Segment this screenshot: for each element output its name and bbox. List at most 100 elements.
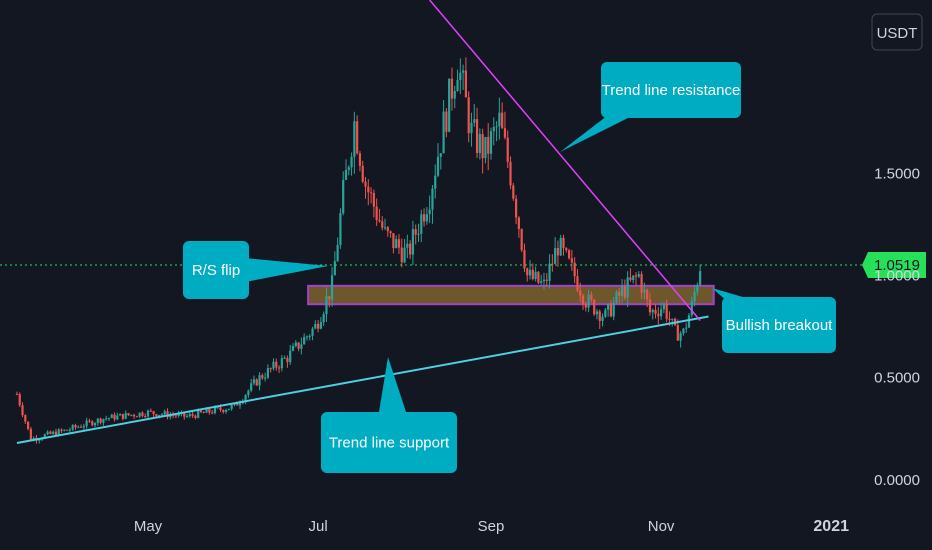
candle-body [459,72,462,81]
candle-body [512,185,515,199]
candle-body [392,233,395,249]
candle-body [634,275,638,277]
candle-body [49,431,52,434]
callout-bullish-breakout-box [722,297,836,353]
candle-body [531,269,534,279]
candle-body [91,421,94,426]
candle-body [38,439,41,441]
callout-bullish-breakout: Bullish breakout [712,288,836,353]
y-tick-label: 0.0000 [874,472,920,489]
candle-body [336,244,339,262]
candle-body [548,263,551,281]
currency-badge[interactable]: USDT [871,13,923,51]
candle-body [230,404,233,409]
candle-body [542,279,546,282]
candle-body [632,275,635,280]
candle-body [130,414,133,416]
candle-body [93,423,97,426]
candle-body [534,271,537,279]
candle-body [303,337,306,345]
candle-body [300,344,303,349]
trend-line-support [16,315,709,445]
candle-body [160,414,164,416]
candle-body [15,394,19,396]
candle-body [236,403,239,406]
candle-body [651,309,654,313]
y-tick-label: 1.0000 [874,268,920,285]
candle-body [464,70,468,98]
candle-body [556,248,560,256]
candle-body [696,284,699,292]
candle-body [662,303,665,310]
callout-trend-support: Trend line support [321,357,457,473]
candle-body [255,379,258,386]
candle-body [425,214,428,222]
candle-body [185,416,189,418]
candle-body [350,156,353,168]
candle-body [657,313,660,317]
candle-body [211,412,214,414]
currency-label: USDT [877,25,918,42]
rs-zone-layer [307,284,715,306]
candle-body [266,368,270,378]
candle-body [155,414,158,417]
candle-body [612,302,615,317]
candle-body [152,411,155,415]
candle-body [434,175,437,189]
y-tick-label: 0.5000 [874,370,920,387]
candle-body [406,243,409,248]
callout-trend-resistance: Trend line resistance [560,62,741,152]
candle-body [554,248,557,264]
candle-body [537,271,540,283]
candle-body [174,415,177,417]
candle-body [640,274,643,293]
candle-body [462,70,465,73]
candle-body [144,416,147,418]
current-price-tag-box [862,252,926,279]
candle-body [132,414,136,417]
candle-body [375,206,378,221]
candle-body [665,303,668,319]
candle-body [322,314,325,323]
callouts-layer: Trend line resistance R/S flip Bullish bre… [183,62,836,473]
candle-body [467,97,470,134]
candle-body [699,271,702,285]
candle-body [311,328,314,336]
candle-body [573,262,576,277]
candle-body [105,418,108,420]
candle-body [88,420,91,422]
candle-body [113,414,116,420]
candle-body [545,279,548,281]
candle-body [481,134,484,159]
candle-body [305,336,309,338]
candle-body [615,291,618,303]
candle-body [29,428,32,441]
candle-body [506,137,509,162]
candle-body [626,277,629,298]
candle-body [277,367,281,369]
candle-body [163,411,166,415]
candle-body [450,78,454,99]
candle-body [342,179,345,214]
candle-body [21,405,24,416]
candle-body [347,167,350,171]
candle-body [146,410,150,417]
candle-body [141,412,144,417]
candle-body [294,342,297,347]
x-tick-label: Nov [648,518,675,535]
trend-line-resistance [429,0,701,322]
candle-body [501,112,504,129]
candle-body [356,121,359,154]
candle-body [194,415,197,418]
candle-body [264,377,267,379]
candle-body [60,429,63,431]
candle-body [74,425,77,428]
candle-body [604,309,607,317]
candle-body [381,221,384,228]
candle-body [682,328,685,334]
candle-body [470,122,473,134]
candle-body [620,286,624,296]
candle-body [308,335,311,337]
candle-body [46,431,49,435]
